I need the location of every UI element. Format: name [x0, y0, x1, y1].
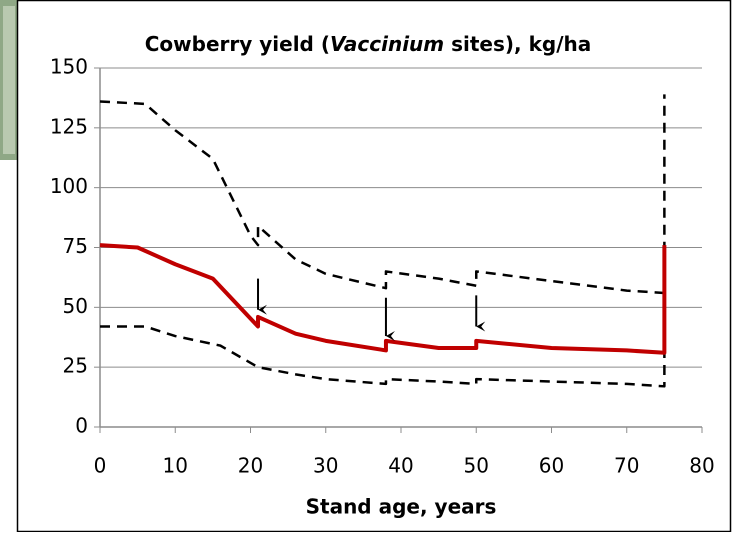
series-line — [100, 245, 664, 353]
x-axis-label: Stand age, years — [306, 495, 497, 519]
title-part: Cowberry yield ( — [145, 32, 330, 56]
y-tick-label: 100 — [50, 174, 88, 198]
x-tick-label: 80 — [689, 454, 714, 478]
y-tick-label: 25 — [63, 354, 88, 378]
x-tick-label: 70 — [614, 454, 639, 478]
chart: Cowberry yield (Vaccinium sites), kg/ha … — [0, 0, 732, 532]
y-tick-label: 50 — [63, 294, 88, 318]
x-tick-label: 20 — [238, 454, 263, 478]
x-tick-label: 60 — [539, 454, 564, 478]
title-part: Vaccinium — [330, 32, 444, 56]
x-tick-label: 0 — [94, 454, 107, 478]
photo-detail — [3, 6, 15, 154]
y-tick-label: 125 — [50, 114, 88, 138]
title-part: sites), kg/ha — [444, 32, 591, 56]
chart-border — [18, 1, 731, 532]
x-tick-label: 10 — [163, 454, 188, 478]
series-line — [100, 94, 664, 293]
x-tick-label: 30 — [313, 454, 338, 478]
x-tick-label: 50 — [464, 454, 489, 478]
y-tick-label: 0 — [75, 414, 88, 438]
page: {"chart_data": {"type": "line", "title":… — [0, 0, 732, 532]
chart-title: Cowberry yield (Vaccinium sites), kg/ha — [145, 32, 592, 56]
x-tick-label: 40 — [388, 454, 413, 478]
y-tick-label: 150 — [50, 55, 88, 79]
y-tick-label: 75 — [63, 234, 88, 258]
